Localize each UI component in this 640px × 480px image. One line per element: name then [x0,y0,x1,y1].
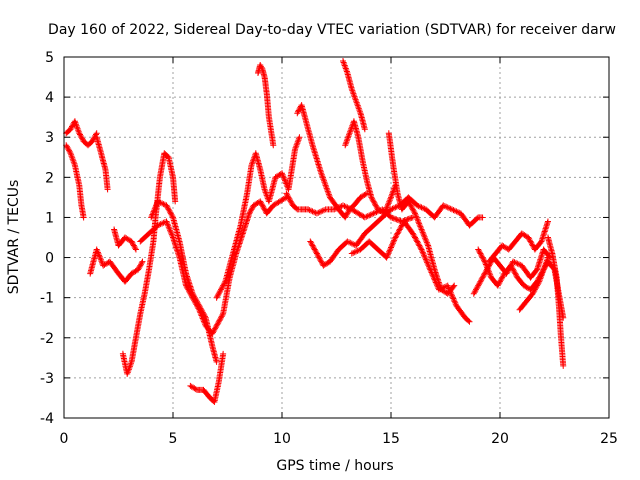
y-tick-label: -4 [40,411,54,427]
tick-labels: 0 5 10 15 20 25 -4 -3 -2 -1 0 1 2 3 4 5 [40,50,618,447]
data-marker-path [255,62,277,149]
x-tick-label: 0 [60,431,69,447]
y-tick-label: 4 [45,90,54,106]
series-arc-2 [63,142,87,221]
data-marker-path [187,350,227,405]
series-arc-3 [93,134,111,193]
series-arc-12 [294,102,371,221]
y-tick-label: -1 [40,291,54,307]
y-tick-label: 3 [45,130,54,146]
series-arc-15 [342,118,399,217]
data-marker-path [213,134,303,301]
series-arc-11 [255,62,277,149]
data-marker-path [111,226,139,253]
data-marker-path [93,134,111,193]
x-tick-label: 20 [491,431,509,447]
series-arc-10 [213,134,303,301]
series-arc-17 [348,218,473,325]
series-arc-21 [486,218,551,265]
series-arc-4 [87,246,146,285]
x-tick-label: 25 [600,431,618,447]
data-marker-path [342,118,399,217]
data-marker-path [545,234,567,369]
data-marker-path [63,142,87,221]
series-arc-5 [111,226,139,253]
series-arc-14 [340,58,368,133]
series-arc-1 [63,118,100,149]
series-arc-8 [148,198,220,365]
data-marker-path [340,58,368,133]
x-tick-label: 5 [169,431,178,447]
x-axis-label: GPS time / hours [276,458,393,474]
data-marker-path [385,130,458,297]
data-marker-path [63,118,100,149]
chart-title: Day 160 of 2022, Sidereal Day-to-day VTE… [48,22,616,38]
y-tick-label: -2 [40,331,54,347]
data-marker-path [348,218,473,325]
x-tick-label: 15 [382,431,400,447]
series-arc-23 [545,234,567,369]
data-marker-path [486,218,551,265]
y-tick-label: 2 [45,170,54,186]
data-marker-path [294,102,371,221]
data-marker-path [148,198,220,365]
y-tick-label: 0 [45,251,54,267]
y-axis-label: SDTVAR / TECUs [6,180,22,295]
plot-frame [63,56,610,419]
data-marker-path [87,246,146,285]
y-tick-label: -3 [40,371,54,387]
data-points [63,58,567,405]
series-arc-9 [187,350,227,405]
series-arc-18 [385,130,458,297]
y-tick-label: 5 [45,50,54,66]
y-tick-label: 1 [45,210,54,226]
x-tick-label: 10 [273,431,291,447]
